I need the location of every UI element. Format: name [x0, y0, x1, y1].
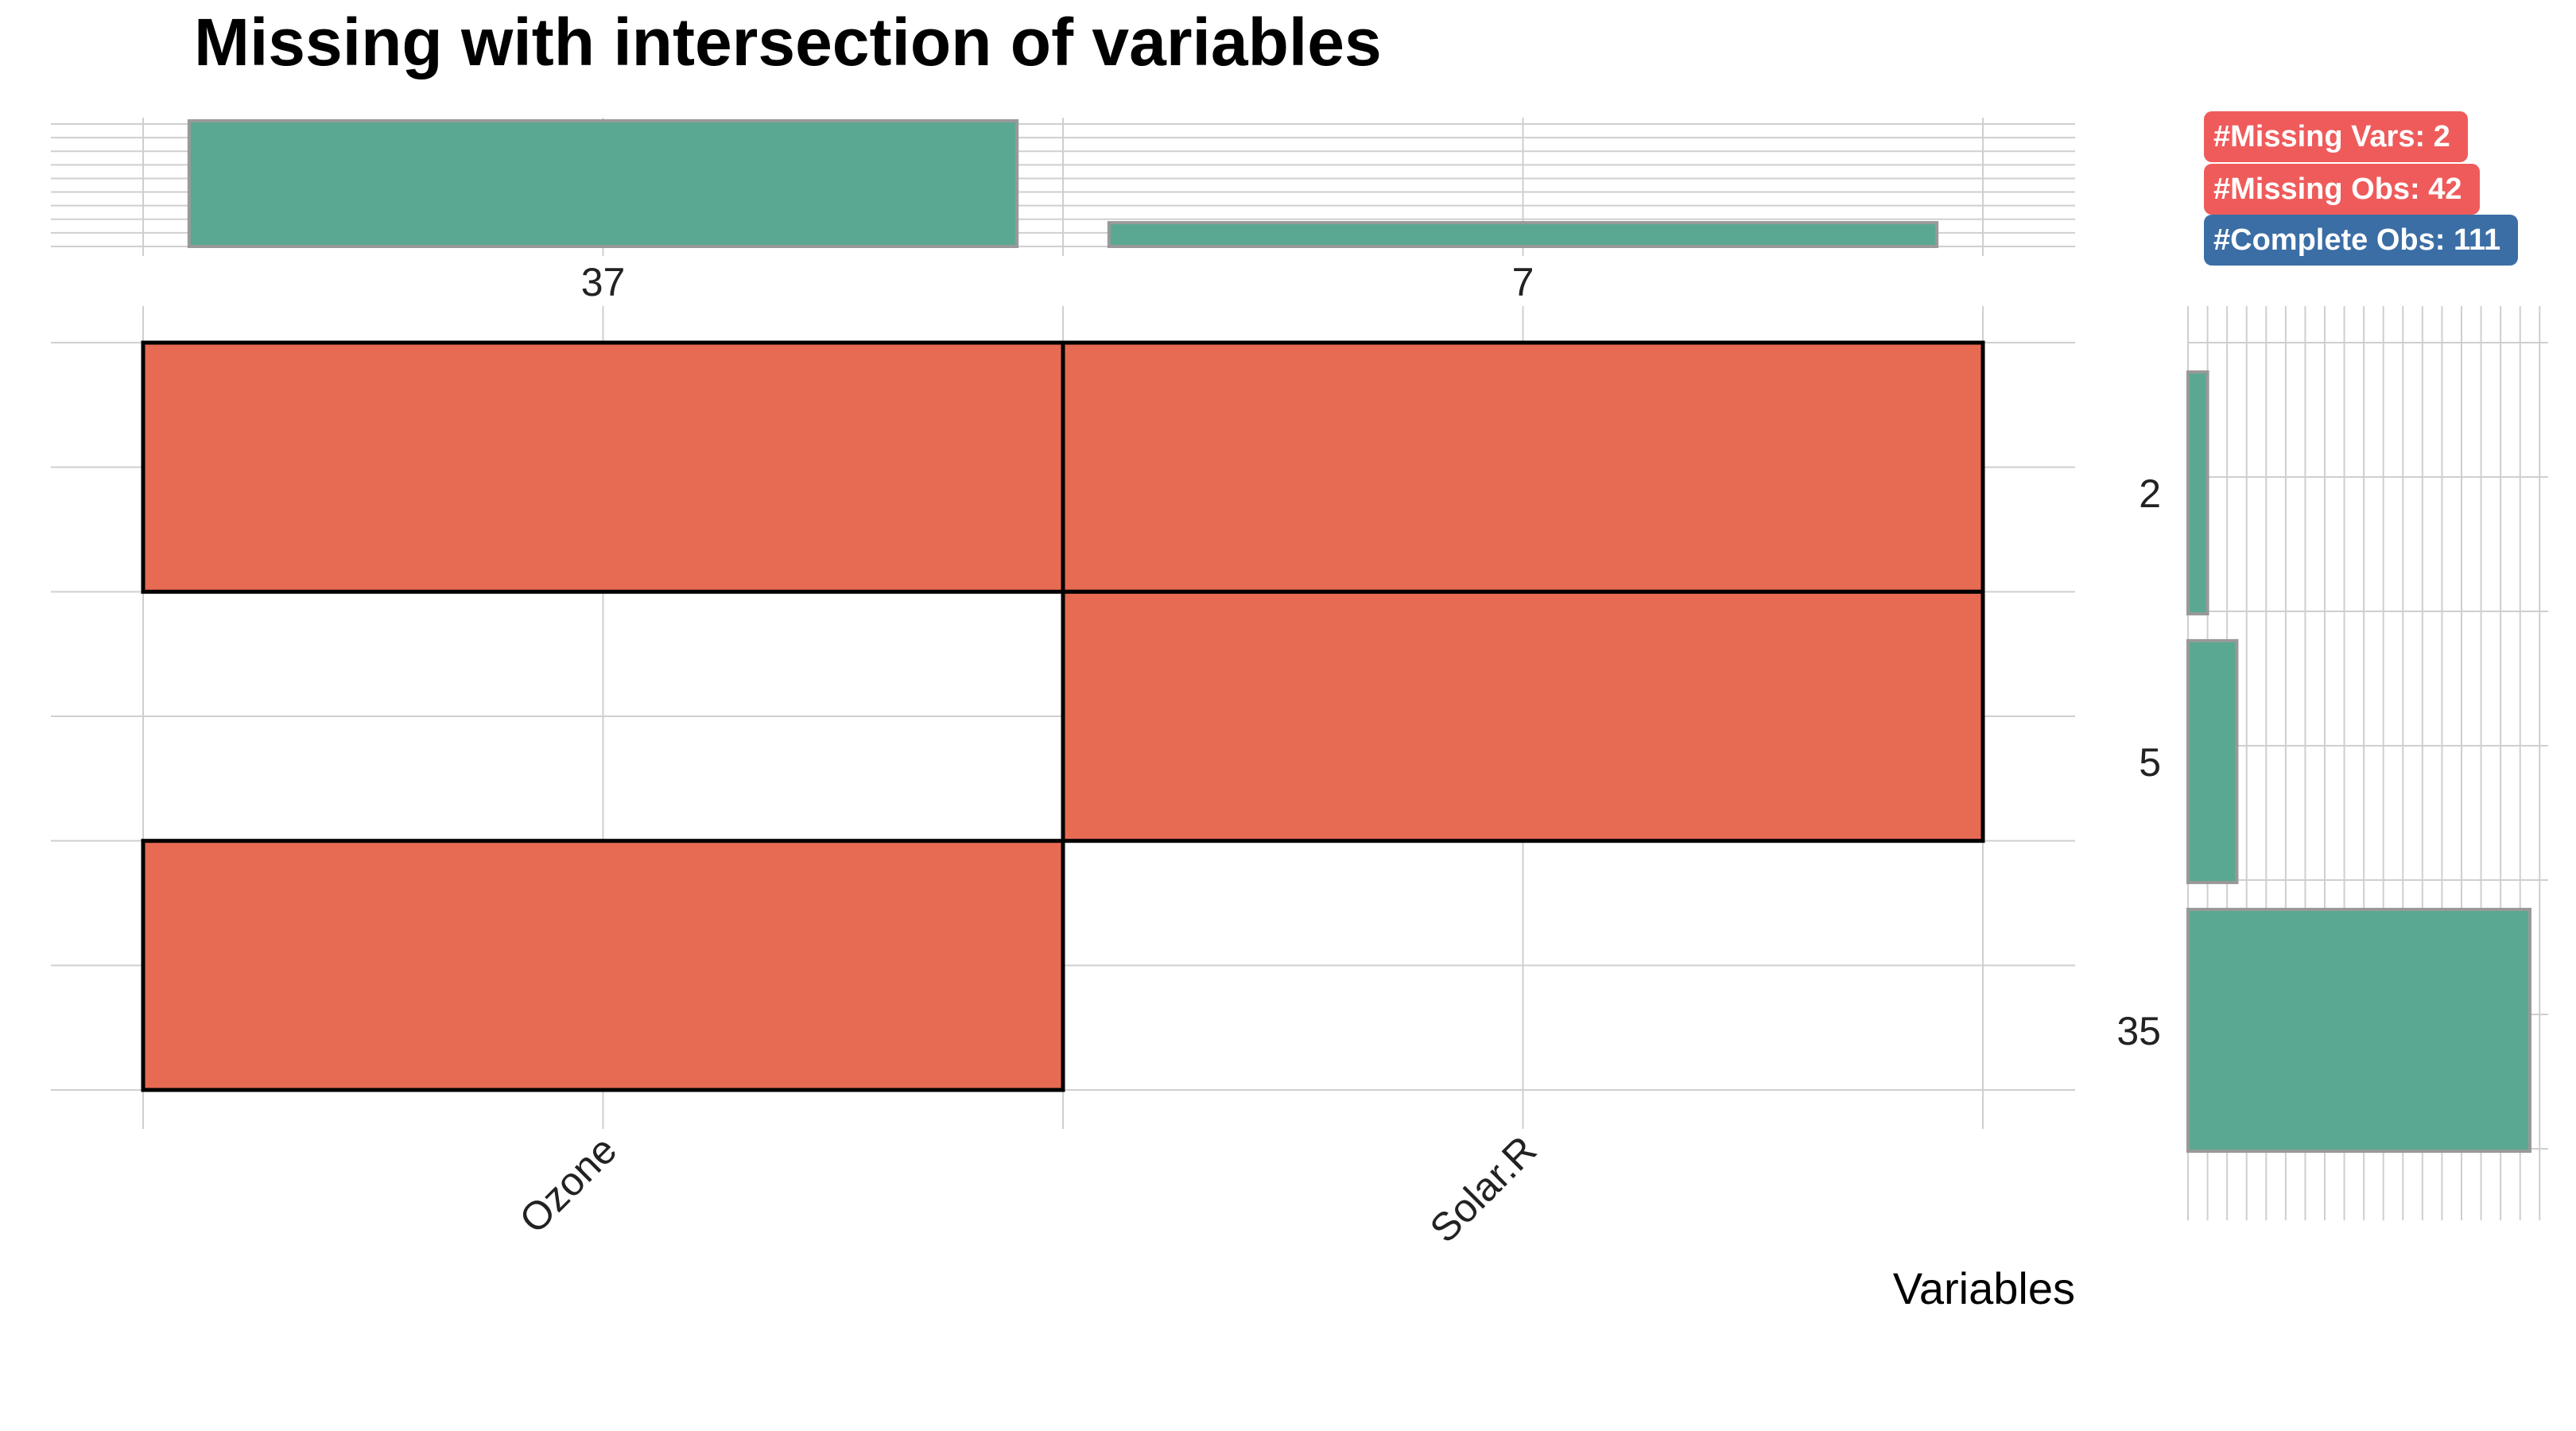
intersection-bar-row3: [2186, 907, 2531, 1154]
intersection-bar-row1: [2186, 370, 2209, 616]
missing-cell-ozone-row1: [141, 340, 1065, 594]
missing-vars-badge: #Missing Vars: 2: [2204, 111, 2468, 162]
intersection-matrix-panel: Ozone Solar.R: [51, 306, 2075, 1251]
missing-cell-ozone-row3: [141, 839, 1065, 1092]
missing-cell-solar-r-row1: [1061, 340, 1985, 594]
variable-bar-ozone: [187, 119, 1019, 248]
intersection-bar-row2: [2186, 638, 2239, 885]
missing-vars-label: #Missing Vars: 2: [2213, 120, 2450, 153]
x-axis-title: Variables: [1893, 1263, 2075, 1313]
variable-count-label: 7: [1512, 260, 1534, 304]
missing-obs-badge: #Missing Obs: 42: [2204, 164, 2480, 215]
intersection-count-label: 5: [2139, 740, 2161, 785]
missing-obs-label: #Missing Obs: 42: [2213, 173, 2462, 206]
chart-title: Missing with intersection of variables: [194, 5, 1382, 80]
intersection-count-panel: 2 5 35: [2116, 306, 2548, 1220]
complete-obs-label: #Complete Obs: 111: [2213, 223, 2501, 257]
intersection-count-label: 35: [2116, 1009, 2161, 1053]
variable-count-panel: 37 7: [51, 118, 2075, 304]
x-tick-label: Ozone: [511, 1127, 626, 1242]
variable-count-label: 37: [581, 260, 626, 304]
missing-cell-solar-r-row2: [1061, 589, 1985, 843]
x-tick-label: Solar.R: [1422, 1127, 1546, 1251]
variable-bar-solar-r: [1107, 221, 1939, 248]
intersection-count-label: 2: [2139, 471, 2161, 516]
complete-obs-badge: #Complete Obs: 111: [2204, 215, 2519, 266]
